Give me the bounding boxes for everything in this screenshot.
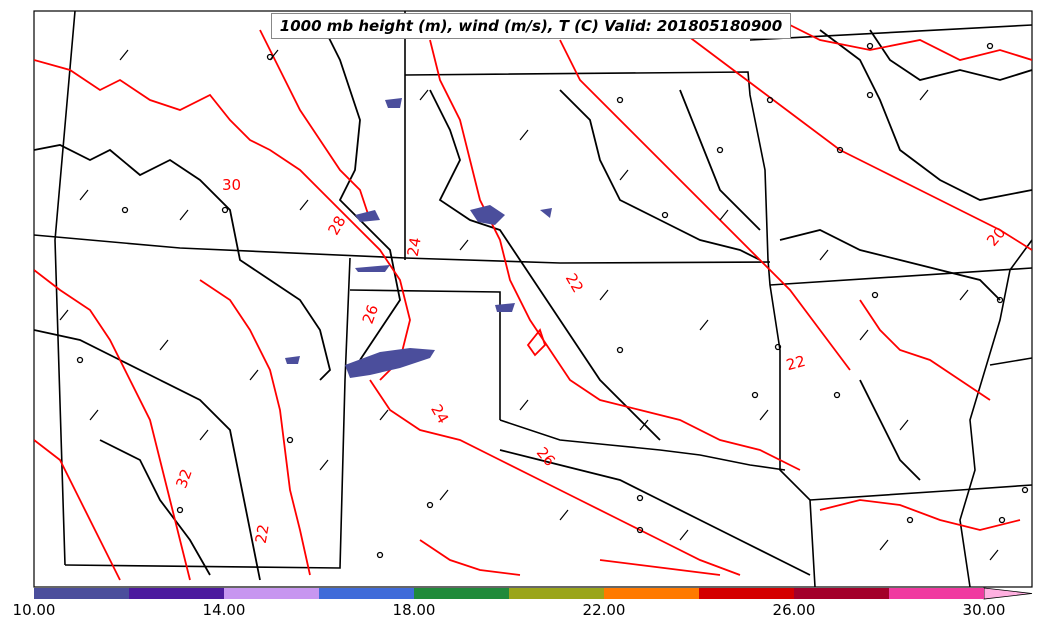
colorbar-segment [129,588,224,599]
colorbar-tick-label: 30.00 [962,601,1006,619]
colorbar-segment [699,588,794,599]
colorbar-segment [224,588,319,599]
colorbar-segment [509,588,604,599]
contour-label: 22 [252,523,273,545]
contour-label: 22 [784,352,807,374]
contour-label: 30 [222,176,241,194]
colorbar-segment [414,588,509,599]
colorbar-tick-label: 18.00 [392,601,436,619]
colorbar-tick-label: 14.00 [202,601,246,619]
colorbar-tick-labels: 10.00 14.00 18.00 22.00 26.00 30.00 [0,601,1041,625]
shaded-regions [285,98,552,378]
colorbar-tick-label: 22.00 [582,601,626,619]
colorbar-tick-label: 10.00 [12,601,56,619]
map-frame [33,10,1033,588]
contour-label: 24 [404,236,425,258]
state-borders [34,11,1032,587]
map-title: 1000 mb height (m), wind (m/s), T (C) Va… [271,13,791,39]
wind-barbs [59,49,999,561]
contour-label: 26 [359,302,382,326]
station-circles [76,42,1029,559]
colorbar-segment [319,588,414,599]
colorbar-segment [794,588,889,599]
contour-label: 32 [172,466,195,490]
colorbar-segment [604,588,699,599]
colorbar-segment [34,588,129,599]
temperature-contours [34,19,1032,581]
colorbar-segment [889,588,984,599]
colorbar-tick-label: 26.00 [772,601,816,619]
colorbar-extend-arrow [983,587,1033,600]
colorbar [34,588,984,599]
